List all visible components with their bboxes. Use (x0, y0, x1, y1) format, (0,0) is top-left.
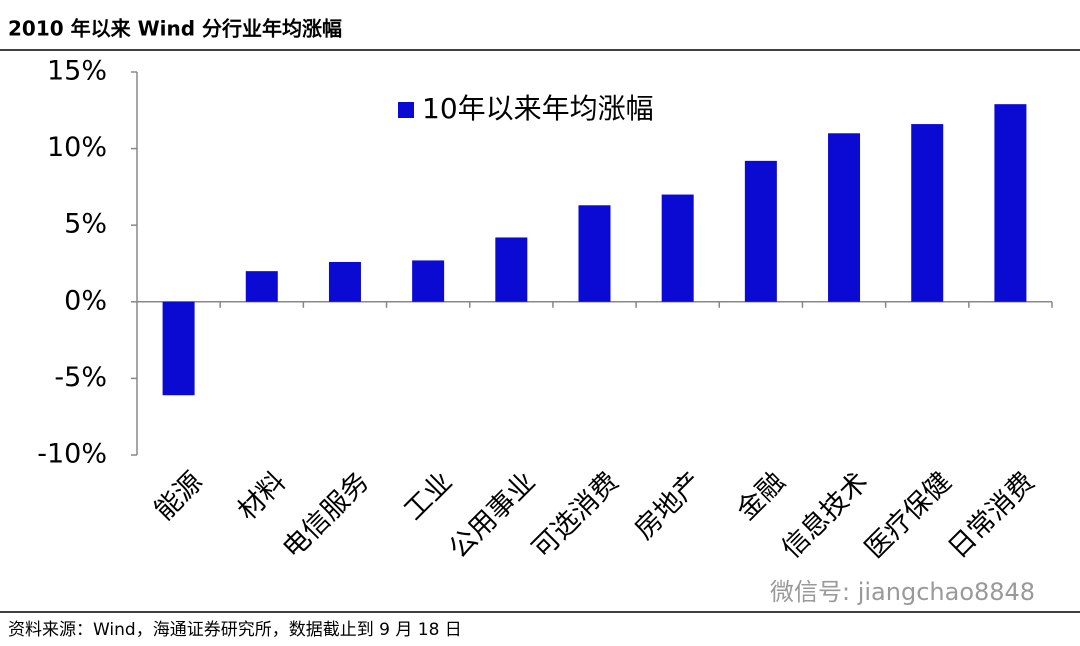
y-tick-label: 5% (64, 209, 107, 240)
x-tick-label: 日常消费 (942, 466, 1040, 564)
chart-title: 2010 年以来 Wind 分行业年均涨幅 (8, 17, 342, 41)
x-tick-label: 金融 (731, 466, 791, 526)
source-note: 资料来源：Wind，海通证券研究所，数据截止到 9 月 18 日 (8, 620, 462, 640)
bar (412, 260, 445, 302)
legend-swatch (398, 102, 414, 118)
y-tick-label: 0% (64, 285, 107, 316)
x-tick-label: 材料 (232, 466, 292, 526)
x-tick-label: 电信服务 (277, 466, 375, 564)
y-tick-label: -5% (54, 362, 107, 393)
x-tick-label: 信息技术 (776, 466, 874, 564)
x-tick-label: 能源 (149, 466, 209, 526)
bar (828, 133, 861, 302)
y-tick-label: -10% (37, 439, 107, 470)
x-tick-label: 房地产 (629, 466, 708, 545)
legend-label: 10年以来年均涨幅 (422, 92, 654, 125)
bar (328, 261, 361, 302)
x-tick-label: 医疗保健 (859, 466, 957, 564)
bar (578, 205, 611, 302)
bar (162, 301, 195, 396)
bar (744, 160, 777, 302)
x-tick-label: 工业 (398, 466, 458, 526)
watermark: 微信号: jiangchao8848 (770, 578, 1035, 606)
y-tick-label: 10% (47, 132, 107, 163)
bar (661, 194, 694, 302)
bar (911, 124, 944, 302)
bar (495, 237, 528, 302)
x-tick-label: 公用事业 (443, 466, 541, 564)
bar (245, 271, 278, 302)
y-tick-label: 15% (47, 56, 107, 87)
x-tick-label: 可选消费 (526, 466, 624, 564)
bar (994, 104, 1027, 302)
